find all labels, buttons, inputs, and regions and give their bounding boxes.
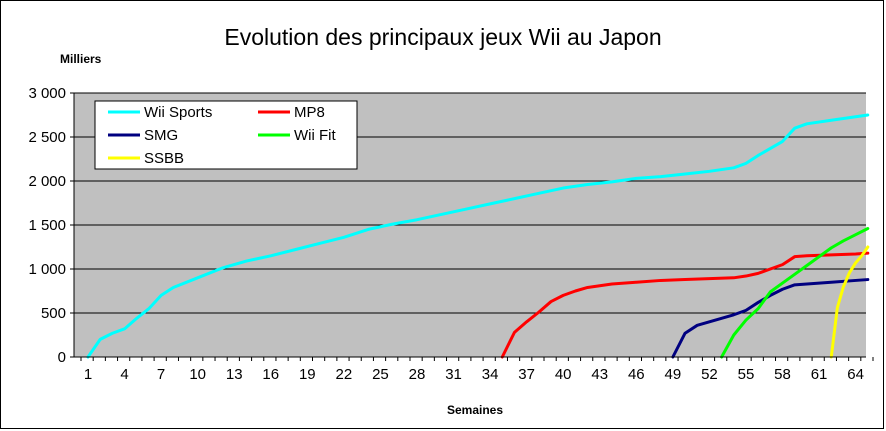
x-tick-label: 34: [482, 366, 499, 383]
y-tick-labels: 0 500 1 000 1 500 2 000 2 500 3 000: [28, 85, 66, 366]
legend-label-4: SSBB: [144, 150, 184, 167]
x-tick-label: 25: [372, 366, 389, 383]
y-tick-label: 2 500: [28, 129, 66, 146]
y-tick-label: 1 500: [28, 217, 66, 234]
x-tick-label: 49: [665, 366, 682, 383]
x-tick-label: 37: [518, 366, 535, 383]
axes: [70, 92, 874, 361]
x-tick-label: 43: [591, 366, 608, 383]
legend-label-0: Wii Sports: [144, 104, 212, 121]
x-axis-title: Semaines: [447, 403, 503, 417]
x-tick-labels: 1 4 7 10 13 16 19 22 25 28 31 34 37 40 43 46 49 52 55 58 61 6…: [84, 366, 864, 383]
grid-lines: [74, 92, 866, 314]
y-tick-label: 2 000: [28, 173, 66, 190]
x-tick-label: 4: [120, 366, 128, 383]
x-tick-label: 10: [189, 366, 206, 383]
x-tick-label: 1: [84, 366, 92, 383]
series-line-3: [720, 227, 870, 359]
chart-title: Evolution des principaux jeux Wii au Jap…: [224, 24, 661, 50]
x-tick-label: 7: [157, 366, 165, 383]
x-tick-label: 52: [701, 366, 718, 383]
y-tick-label: 1 000: [28, 261, 66, 278]
y-tick-label: 500: [41, 305, 66, 322]
legend-label-1: MP8: [294, 104, 325, 121]
x-tick-label: 16: [262, 366, 279, 383]
legend: Wii Sports MP8 SMG Wii Fit SSBB: [94, 100, 358, 170]
y-tick-label: 3 000: [28, 85, 66, 102]
x-tick-label: 31: [445, 366, 462, 383]
x-tick-label: 55: [738, 366, 755, 383]
x-tick-label: 61: [811, 366, 828, 383]
series-line-1: [500, 251, 870, 359]
x-tick-label: 22: [336, 366, 353, 383]
series-lines: [86, 113, 870, 359]
y-axis-title: Milliers: [60, 52, 102, 66]
series-line-2: [671, 278, 870, 359]
x-tick-label: 40: [555, 366, 572, 383]
series-line-4: [829, 245, 870, 359]
x-tick-label: 64: [847, 366, 864, 383]
legend-label-3: Wii Fit: [294, 127, 336, 144]
x-tick-label: 46: [628, 366, 645, 383]
series-line-0: [86, 113, 870, 359]
x-tick-label: 13: [226, 366, 243, 383]
x-tick-label: 19: [299, 366, 316, 383]
x-tick-label: 58: [774, 366, 791, 383]
legend-label-2: SMG: [144, 127, 178, 144]
x-tick-label: 28: [409, 366, 426, 383]
y-tick-label: 0: [58, 349, 66, 366]
